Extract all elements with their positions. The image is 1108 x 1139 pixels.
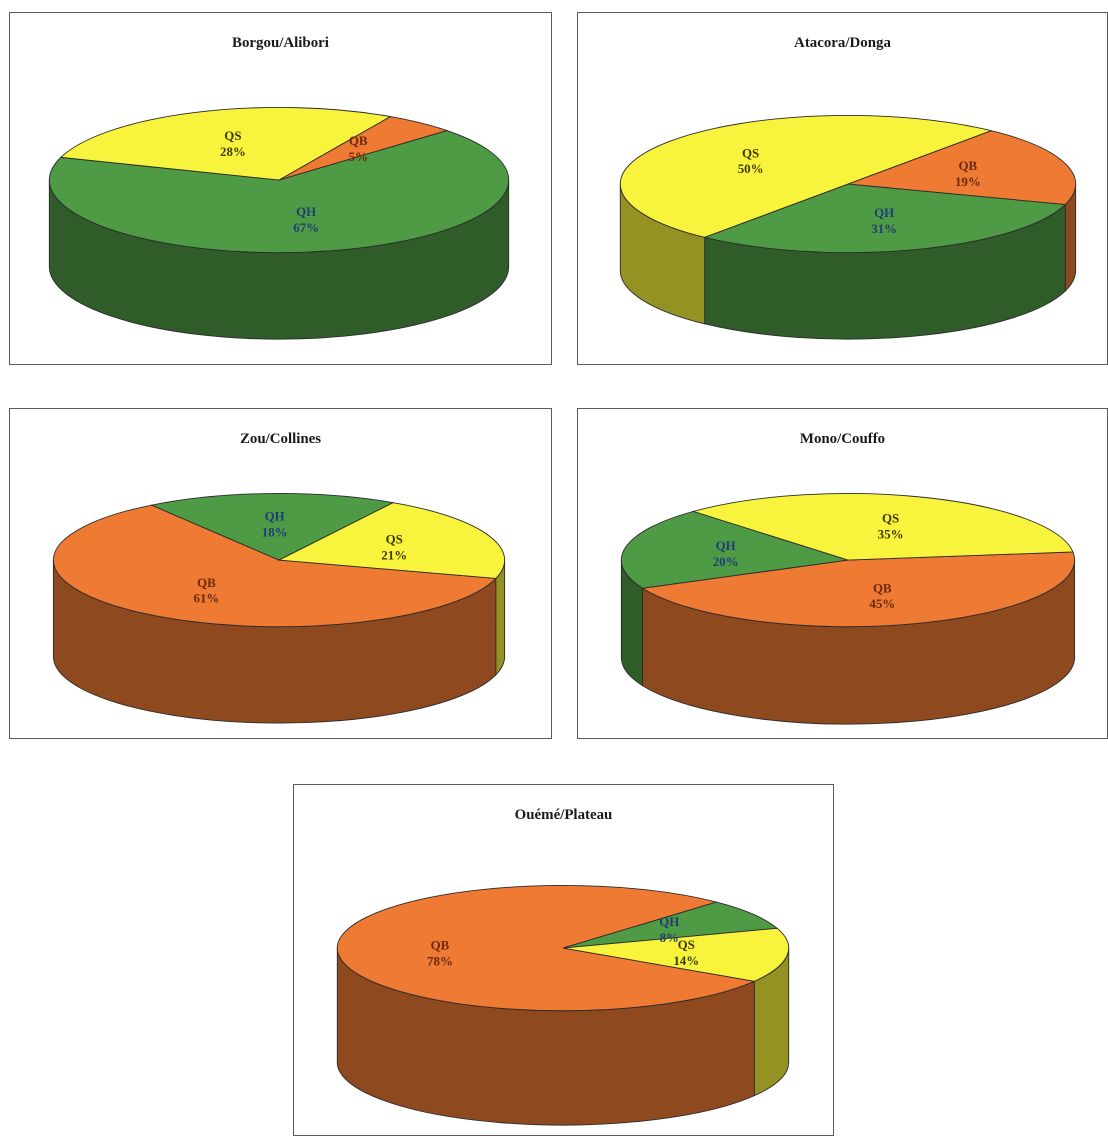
slice-value-label: 8% [660,930,679,945]
slice-value-label: 28% [220,144,246,159]
slice-name-label: QH [874,205,894,220]
slice-value-label: 35% [878,527,904,542]
slice-name-label: QB [873,580,892,595]
pie-slice-qs [620,115,993,238]
slice-value-label: 67% [293,220,319,235]
pie-slice-qh [48,130,510,254]
pie-slice-qs [691,493,1074,561]
pie-slice-qs [59,107,392,181]
chart-title-mono-couffo: Mono/Couffo [800,431,885,447]
slice-value-label: 19% [955,174,981,189]
slice-name-label: QS [386,531,403,546]
slice-name-label: QB [349,133,368,148]
pie-slice-qb [336,884,756,1012]
slice-name-label: QS [678,937,695,952]
slice-value-label: 14% [673,953,699,968]
slice-value-label: 21% [381,547,407,562]
pie-slice-qb [52,504,497,628]
chart-panel-borgou-alibori: QB 5% QH 67% QS 28% Borgou/Alibori [9,12,552,365]
slice-name-label: QH [296,204,316,219]
pie-slice-qh [150,493,395,561]
chart-panel-atacora-donga: QB 19% QH 31% QS 50% Atacora/Donga [577,12,1108,365]
chart-panel-mono-couffo: QB 45% QH 20% QS 35% Mono/Couffo [577,408,1108,739]
slice-name-label: QB [431,938,450,953]
slice-value-label: 50% [738,161,764,176]
chart-panel-oueme-plateau: QB 78% QH 8% QS 14% Ouémé/Plateau [293,784,834,1136]
pie-slice-qh [562,901,779,949]
slice-name-label: QH [716,538,736,553]
slice-value-label: 61% [194,591,220,606]
pie-slice-qh [620,510,849,589]
pie-slice-qh [703,183,1067,254]
slice-name-label: QB [959,158,978,173]
pie-slice-qb [641,551,1076,628]
chart-title-zou-collines: Zou/Collines [240,431,321,447]
chart-panel-zou-collines: QB 61% QH 18% QS 21% Zou/Collines [9,408,552,739]
slice-value-label: 5% [349,149,368,164]
chart-title-atacora-donga: Atacora/Donga [794,35,891,51]
chart-title-oueme-plateau: Ouémé/Plateau [515,807,613,823]
chart-title-borgou-alibori: Borgou/Alibori [232,35,329,51]
slice-value-label: 45% [869,596,895,611]
slice-value-label: 78% [427,954,453,969]
pie-slice-qs [562,927,790,982]
slice-value-label: 20% [713,554,739,569]
slice-name-label: QH [659,914,679,929]
slice-name-label: QH [265,508,285,523]
slice-name-label: QS [742,145,759,160]
slice-name-label: QS [224,128,241,143]
pie-slice-qs [277,502,506,579]
slice-value-label: 18% [262,524,288,539]
pie-slice-qb [847,130,1077,206]
slice-value-label: 31% [871,221,897,236]
slice-name-label: QB [197,575,216,590]
slice-name-label: QS [882,511,899,526]
